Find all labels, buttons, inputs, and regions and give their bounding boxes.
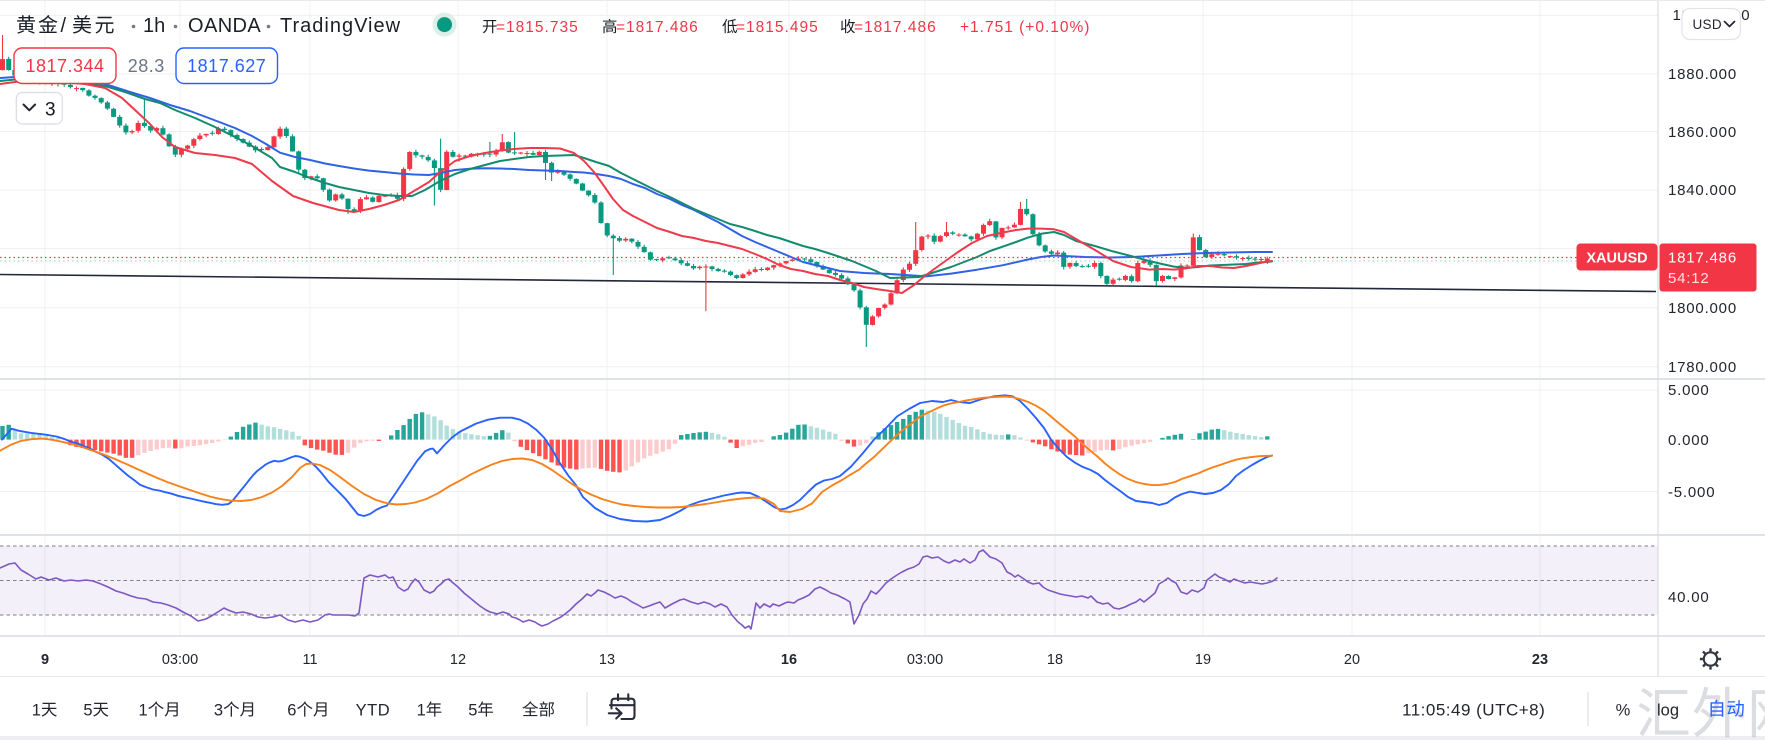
svg-text:1780.000: 1780.000 [1668,359,1737,376]
svg-text:1840.000: 1840.000 [1668,182,1737,199]
svg-text:USD: USD [1693,17,1722,32]
svg-text:=1817.486: =1817.486 [616,19,699,36]
svg-text:5: 5 [468,701,477,719]
svg-text:03:00: 03:00 [907,652,943,668]
svg-text:/: / [61,15,67,37]
svg-text:6: 6 [287,701,296,719]
svg-text:-5.000: -5.000 [1668,484,1715,501]
svg-text:1800.000: 1800.000 [1668,300,1737,317]
svg-text:OANDA: OANDA [188,15,261,37]
svg-text:TradingView: TradingView [280,15,401,37]
svg-text:16: 16 [781,652,797,668]
svg-text:3: 3 [45,100,56,121]
svg-text:18: 18 [1047,652,1063,668]
svg-text:YTD: YTD [356,701,391,719]
svg-text:19: 19 [1195,652,1211,668]
svg-text:5: 5 [83,701,92,719]
svg-text:1: 1 [417,701,426,719]
svg-text:54:12: 54:12 [1668,270,1710,287]
svg-text:11:05:49 (UTC+8): 11:05:49 (UTC+8) [1402,700,1545,719]
svg-text:23: 23 [1532,652,1548,668]
svg-text:=1815.495: =1815.495 [736,19,819,36]
svg-text:XAUUSD: XAUUSD [1586,251,1647,267]
svg-text:0: 0 [1741,7,1749,24]
svg-text:1817.344: 1817.344 [25,56,104,76]
svg-text:log: log [1657,701,1679,719]
svg-text:1817.486: 1817.486 [1668,249,1737,266]
svg-text:20: 20 [1344,652,1360,668]
svg-text:40.00: 40.00 [1668,589,1710,606]
svg-text:5.000: 5.000 [1668,382,1710,399]
svg-text:0.000: 0.000 [1668,432,1710,449]
svg-text:=1815.735: =1815.735 [496,19,579,36]
svg-text:12: 12 [450,652,466,668]
svg-text:%: % [1616,701,1631,719]
svg-text:9: 9 [41,652,49,668]
svg-text:1880.000: 1880.000 [1668,66,1737,83]
svg-text:1: 1 [139,701,148,719]
svg-text:03:00: 03:00 [162,652,198,668]
svg-text:11: 11 [302,652,317,668]
svg-text:1860.000: 1860.000 [1668,124,1737,141]
svg-text:1h: 1h [143,15,165,37]
svg-text:3: 3 [214,701,223,719]
svg-text:1: 1 [32,701,41,719]
svg-text:+1.751 (+0.10%): +1.751 (+0.10%) [960,19,1090,36]
svg-text:28.3: 28.3 [128,56,165,76]
svg-text:13: 13 [599,652,615,668]
svg-text:=1817.486: =1817.486 [854,19,937,36]
svg-text:1817.627: 1817.627 [187,56,266,76]
